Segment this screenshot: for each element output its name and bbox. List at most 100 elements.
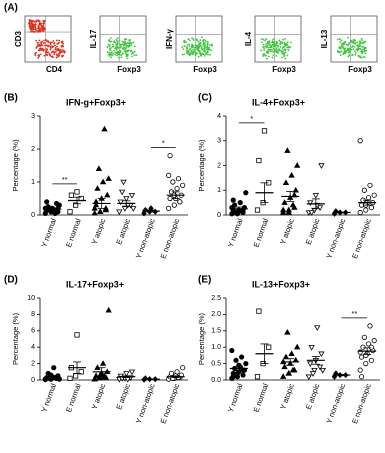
y-tick-label: 1 [31,179,35,186]
flow-event [115,38,118,41]
data-point [234,370,241,377]
data-point [307,361,314,368]
data-point [292,186,299,193]
data-point [279,206,287,213]
data-point [68,192,74,198]
flow-event [348,42,351,45]
flow-event [53,42,55,45]
data-point [51,365,57,371]
flow-x-label: Foxp3 [272,65,296,74]
flow-event [196,49,199,51]
flow-event [30,23,33,25]
y-tick-label: 10 [27,295,35,302]
flow-event [284,42,287,45]
y-tick-label: 2 [217,162,221,169]
flow-event [123,50,126,53]
flow-event [61,55,63,58]
data-point [240,372,246,378]
flow-event [109,49,112,52]
flow-event [58,41,60,44]
data-point [318,351,325,358]
flow-event [203,42,206,45]
flow-event [45,53,48,56]
flow-event [34,28,37,31]
flow-event [275,47,278,50]
y-tick-label: 2 [31,146,35,153]
flow-event [356,49,359,52]
data-point [281,363,288,370]
x-tick-label: E non-atopic [159,382,182,425]
y-axis-label: Percentage (%) [11,139,20,192]
flow-event [187,49,190,52]
flow-event [275,54,278,57]
flow-event [46,48,49,51]
flow-event [124,48,127,51]
flow-event [35,19,38,22]
flow-event [31,19,34,22]
flow-event [127,42,130,45]
data-point [121,206,129,212]
flow-event [106,46,109,48]
data-point [118,189,126,196]
flow-event [111,54,114,56]
x-tick-label: Y normal [226,382,245,413]
x-tick-label: E non-atopic [350,382,373,425]
flow-event [365,47,367,49]
flow-event [106,51,109,54]
data-point [361,187,367,193]
y-tick-label: 2 [31,360,35,367]
flow-event [116,42,119,45]
flow-event [182,48,185,51]
flow-event [115,51,118,54]
flow-event [62,45,64,48]
data-point [254,207,261,213]
flow-event [186,52,189,55]
flow-event [51,56,54,59]
flow-event [43,54,46,57]
data-point [358,354,365,360]
flow-event [55,56,58,59]
flow-event [199,39,202,42]
flow-event [55,39,58,42]
significance-label: * [250,114,253,123]
flow-event [34,52,36,55]
panel-label: (B) [4,93,18,104]
y-tick-label: 8 [31,311,35,318]
flow-event [275,44,277,47]
data-point [167,153,173,159]
flow-event [364,52,366,55]
data-point [177,199,183,205]
flow-event [356,48,359,51]
flow-event [282,50,285,53]
data-point [256,308,262,314]
data-point [371,338,377,344]
flow-event [201,36,204,39]
flow-event [42,29,45,32]
data-point [371,192,377,198]
flow-event [53,44,56,47]
flow-event [53,53,56,56]
flow-event [197,45,200,48]
flow-event [344,52,346,54]
panel-label: (C) [198,93,212,104]
flow-event [191,48,194,51]
x-tick-label: E non-atopic [159,217,182,260]
data-point [289,201,297,208]
flow-event [47,44,50,47]
flow-event [265,43,268,45]
flow-event [287,49,290,51]
flow-event [29,24,32,27]
flow-event [55,53,58,56]
flow-event [36,19,39,22]
x-tick-label: Y normal [226,217,245,248]
flow-event [40,42,43,45]
data-point [357,367,363,373]
flow-event [351,54,354,56]
flow-event [59,51,61,53]
data-point [319,367,327,374]
flow-event [284,44,287,47]
flow-event [273,48,276,51]
flow-event [197,55,200,58]
flow-event [49,48,52,51]
data-point [288,171,295,178]
